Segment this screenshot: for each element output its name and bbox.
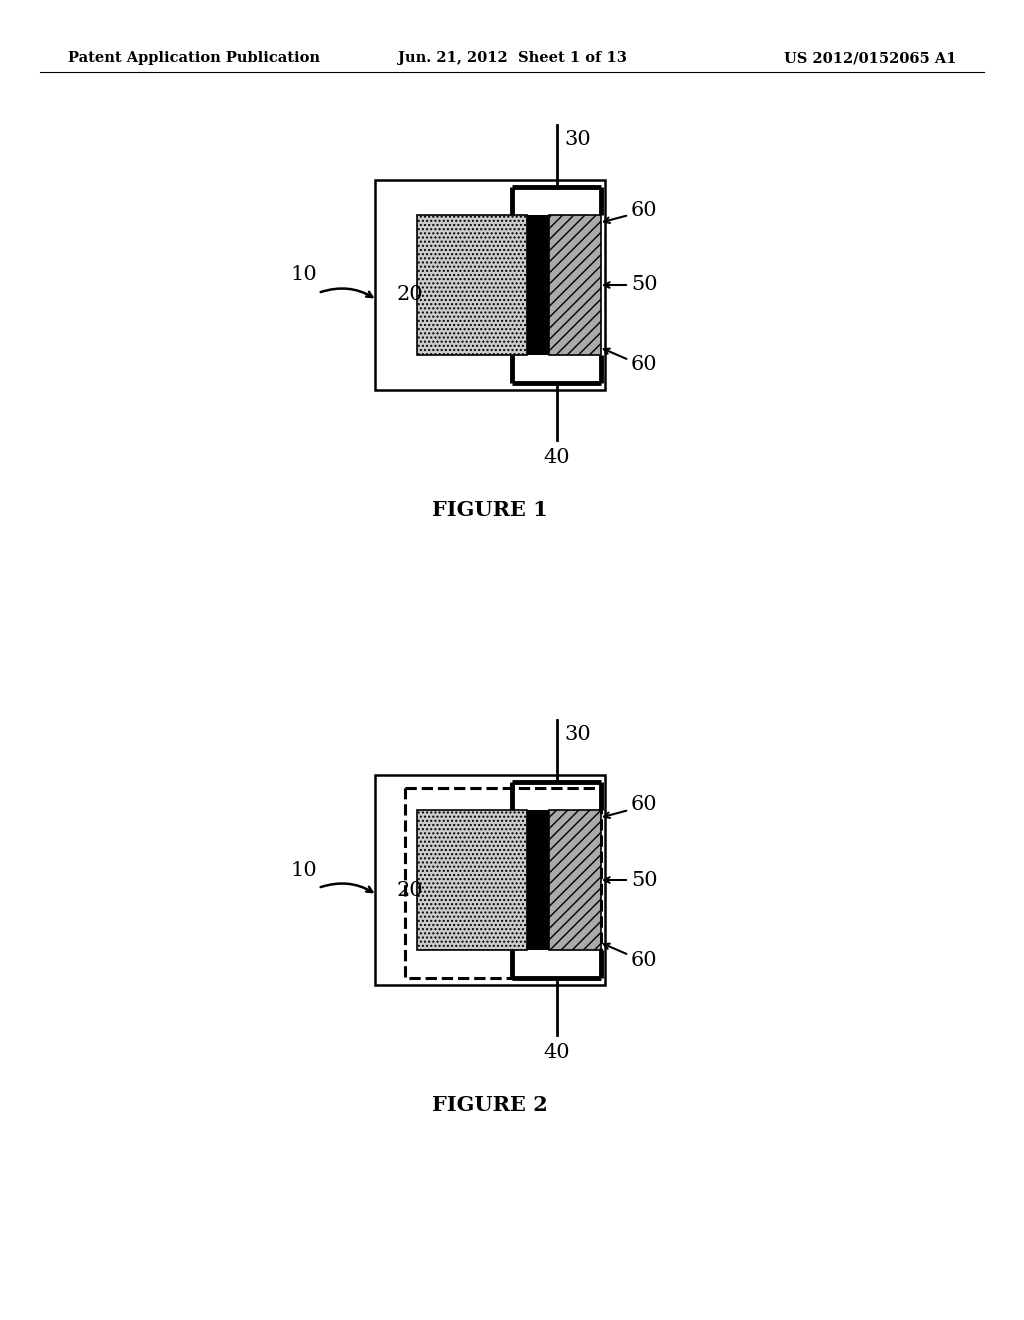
Text: 30: 30 [564,129,591,149]
Text: 20: 20 [397,285,424,305]
Text: FIGURE 1: FIGURE 1 [432,500,548,520]
Text: 60: 60 [631,796,657,814]
Text: 40: 40 [543,447,569,467]
Text: 10: 10 [290,861,316,879]
Text: Patent Application Publication: Patent Application Publication [68,51,319,65]
Bar [406,788,601,978]
Text: 50: 50 [631,276,657,294]
Bar [527,810,549,950]
Text: 60: 60 [631,950,657,969]
Bar [527,215,549,355]
Text: FIGURE 2: FIGURE 2 [432,1096,548,1115]
Text: 60: 60 [631,355,657,375]
Text: 40: 40 [543,1043,569,1063]
Bar [375,180,605,389]
Text: 20: 20 [397,880,424,899]
Bar [549,215,601,355]
Text: 30: 30 [564,725,591,744]
Text: 10: 10 [290,265,316,285]
Text: 60: 60 [631,201,657,219]
Text: 50: 50 [631,870,657,890]
Bar [549,810,601,950]
Bar [417,215,527,355]
Bar [417,810,527,950]
Text: Jun. 21, 2012  Sheet 1 of 13: Jun. 21, 2012 Sheet 1 of 13 [397,51,627,65]
Bar [375,775,605,985]
Text: US 2012/0152065 A1: US 2012/0152065 A1 [783,51,956,65]
